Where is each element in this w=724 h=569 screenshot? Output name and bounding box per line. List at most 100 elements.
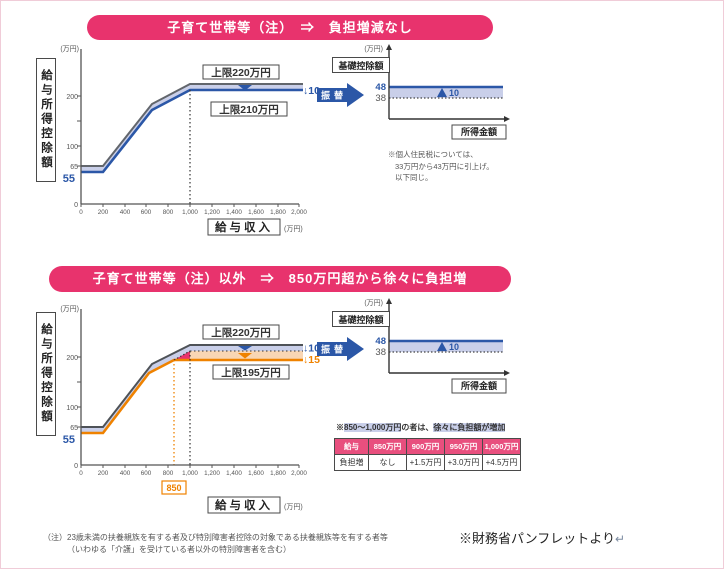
old-deduction-line xyxy=(81,83,303,167)
x-tick-label: 800 xyxy=(163,470,174,477)
panel1-banner-text: 子育て世帯等（注） ⇒ 負担増減なし xyxy=(167,20,413,35)
panel1-basic-deduction-chart: (万円) 10 48 38 所得金額 xyxy=(364,44,510,140)
y-tick-65: 65 xyxy=(70,164,78,171)
up-arrow-icon xyxy=(437,342,447,351)
panel1-banner: 子育て世帯等（注） ⇒ 負担増減なし xyxy=(87,15,493,40)
cap220-label: 上限220万円 xyxy=(211,326,271,339)
x-tick-label: 1,800 xyxy=(270,209,286,216)
y-unit-label: (万円) xyxy=(60,305,79,313)
y-unit-label: (万円) xyxy=(364,45,383,53)
x-tick-label: 2,000 xyxy=(291,470,307,477)
panel2-transfer-arrow: 振替 xyxy=(317,337,364,361)
cap210-label: 上限210万円 xyxy=(219,103,279,116)
basic-38-label: 38 xyxy=(375,93,386,104)
transfer-label: 振替 xyxy=(321,90,347,101)
x-unit-label: (万円) xyxy=(284,225,303,233)
right-arrow-icon xyxy=(317,83,364,107)
y-axis-arrowhead-icon xyxy=(386,298,392,304)
x-axis-label-box xyxy=(207,218,281,236)
note-line: 33万円から43万円に引上げ。 xyxy=(395,161,494,171)
new-deduction-line xyxy=(81,88,303,174)
basic-38-label: 38 xyxy=(375,347,386,358)
panel2-banner: 子育て世帯等（注）以外 ⇒ 850万円超から徐々に負担増 xyxy=(49,266,511,292)
income-label: 所得金額 xyxy=(461,126,497,137)
panel2-burden-note: ※850〜1,000万円の者は、徐々に負担額が増加 xyxy=(336,422,521,434)
y-tick-marks xyxy=(77,95,81,167)
x-tick-label: 1,000 xyxy=(182,209,198,216)
marker-850-label: 850 xyxy=(166,483,181,493)
panel1-basic-deduction-title-box: 基礎控除額 xyxy=(332,57,390,73)
cap220-label: 上限220万円 xyxy=(211,66,271,79)
y-unit-label: (万円) xyxy=(60,45,79,53)
panel2-banner-text: 子育て世帯等（注）以外 ⇒ 850万円超から徐々に負担増 xyxy=(92,271,468,286)
x-tick-marks xyxy=(80,204,300,207)
x-tick-label: 1,400 xyxy=(226,470,242,477)
basic-band xyxy=(390,87,503,98)
basic-deduction-title: 基礎控除額 xyxy=(338,314,384,325)
table-row-label: 負担増 xyxy=(334,454,369,471)
x-tick-label: 1,800 xyxy=(270,470,286,477)
new-deduction-line-orange xyxy=(81,358,303,435)
cap210-box xyxy=(210,101,288,117)
x-tick-label: 1,200 xyxy=(204,209,220,216)
burden-note-prefix: ※ xyxy=(336,423,344,432)
y-tick-marks xyxy=(77,356,81,428)
source-note: ※財務省パンフレットより↵ xyxy=(459,528,625,547)
up-arrow-icon xyxy=(437,88,447,97)
burden-note-highlight-range: 850〜1,000万円 xyxy=(344,423,402,432)
income-label: 所得金額 xyxy=(461,380,497,391)
x-tick-label: 400 xyxy=(120,209,131,216)
x-tick-label: 1,000 xyxy=(182,470,198,477)
burden-table: 給与 850万円 900万円 950万円 1,000万円 負担増 なし +1.5… xyxy=(334,438,521,471)
x-axis-arrowhead-icon xyxy=(504,370,510,376)
source-text: ※財務省パンフレットより xyxy=(459,531,616,546)
x-tick-label: 1,600 xyxy=(248,470,264,477)
table-header-cell: 1,000万円 xyxy=(482,438,521,455)
cap220-box xyxy=(202,324,280,340)
burden-table-data-row: 負担増 なし +1.5万円 +3.0万円 +4.5万円 xyxy=(334,454,521,471)
panel1-main-chart: (万円) 200 100 65 0 55 0 200 xyxy=(60,45,320,236)
panel2-basic-deduction-title-box: 基礎控除額 xyxy=(332,311,390,327)
table-header-cell: 850万円 xyxy=(368,438,407,455)
y-unit-label: (万円) xyxy=(364,299,383,307)
return-mark-icon: ↵ xyxy=(615,532,626,546)
x-axis-label: 給与収入 xyxy=(215,498,273,512)
y-tick-55: 55 xyxy=(63,173,75,185)
basic-48-label: 48 xyxy=(375,336,386,347)
burden-note-highlight-increase: 徐々に負担額が増加 xyxy=(433,423,506,432)
y-tick-65: 65 xyxy=(70,425,78,432)
panel1-transfer-arrow: 振替 xyxy=(317,83,364,107)
y-tick-55: 55 xyxy=(63,434,75,446)
y-tick-200: 200 xyxy=(66,355,78,362)
x-tick-label: 400 xyxy=(120,470,131,477)
table-cell: +1.5万円 xyxy=(406,454,445,471)
delta-15-label: ↓15 xyxy=(303,354,320,366)
panel2-y-axis-label-box: 給与所得控除額 xyxy=(36,312,56,436)
x-tick-label: 1,400 xyxy=(226,209,242,216)
burden-table-header-row: 給与 850万円 900万円 950万円 1,000万円 xyxy=(334,438,521,455)
income-label-box xyxy=(451,124,507,140)
panel1-resident-tax-note: ※個人住民税については、 33万円から43万円に引上げ。 以下同じ。 xyxy=(388,149,523,184)
x-axis-label-box xyxy=(207,496,281,514)
table-cell: +4.5万円 xyxy=(482,454,521,471)
x-tick-labels: 0 200 400 600 800 1,000 1,200 1,400 1,60… xyxy=(79,470,307,477)
x-tick-labels: 0 200 400 600 800 1,000 1,200 1,400 1,60… xyxy=(79,209,307,216)
x-tick-marks xyxy=(80,465,300,468)
panel2-main-chart: (万円) 200 100 65 0 55 xyxy=(60,305,320,514)
basic-deduction-title: 基礎控除額 xyxy=(338,60,384,71)
right-arrow-icon xyxy=(317,337,364,361)
cap195-box xyxy=(212,364,290,380)
basic-band xyxy=(390,341,503,352)
x-tick-label: 800 xyxy=(163,209,174,216)
table-header-cell: 900万円 xyxy=(406,438,445,455)
delta-10-label: ↓10 xyxy=(303,343,320,355)
footnote-line2: （いわゆる「介護」を受けている者以外の特別障害者を含む） xyxy=(67,545,291,554)
basic-delta-label: 10 xyxy=(449,88,459,98)
table-cell: なし xyxy=(368,454,407,471)
x-tick-label: 1,600 xyxy=(248,209,264,216)
cap195-label: 上限195万円 xyxy=(221,366,281,379)
old-deduction-line xyxy=(81,344,303,428)
x-tick-label: 200 xyxy=(98,209,109,216)
x-unit-label: (万円) xyxy=(284,503,303,511)
y-axis-arrowhead-icon xyxy=(386,44,392,50)
